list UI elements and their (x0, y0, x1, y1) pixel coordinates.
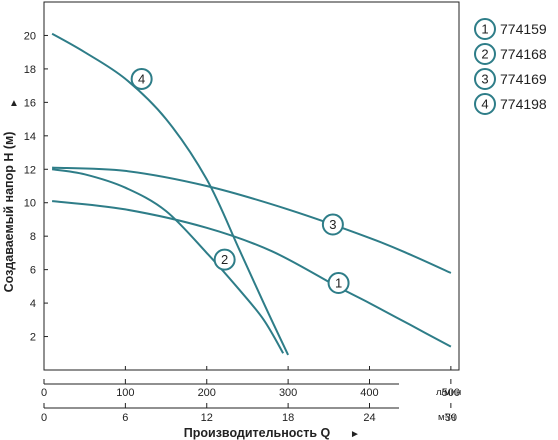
y-tick-label: 8 (30, 231, 36, 243)
curve-3 (52, 166, 452, 274)
legend: 1 774159 2 774168 3 774169 4 774198 (474, 18, 547, 115)
x-tick-label-m3h: 24 (363, 412, 375, 424)
x-tick-label-m3h: 0 (41, 412, 47, 424)
x-tick-label-lpm: 200 (198, 387, 216, 399)
x-tick-label-m3h: 6 (122, 412, 128, 424)
x-tick-label-lpm: 100 (116, 387, 134, 399)
y-tick-label: 10 (24, 198, 36, 210)
x-tick-label-lpm: 500 (442, 387, 460, 399)
x-unit-m3h: м³/ч (438, 412, 455, 423)
x-tick-label-lpm: 400 (360, 387, 378, 399)
plot-border (43, 1, 460, 371)
curve-marker-4: 4 (130, 67, 153, 90)
curve-marker-1: 1 (327, 272, 350, 295)
marker-number: 2 (221, 252, 228, 267)
marker-number: 3 (329, 217, 336, 232)
curve-marker-3: 3 (321, 213, 344, 236)
y-tick-label: 4 (30, 298, 36, 310)
legend-label: 774168 (500, 46, 547, 62)
curves-layer (51, 32, 452, 356)
legend-marker-number: 2 (481, 47, 488, 62)
x-unit-lpm: л/мин (436, 387, 461, 398)
marker-circle (321, 213, 344, 236)
curve-4 (51, 32, 290, 356)
marker-circle (327, 272, 350, 295)
y-tick-label: 16 (24, 97, 36, 109)
legend-marker-number: 1 (481, 22, 488, 37)
legend-item-2: 2 774168 (474, 43, 547, 65)
x-axis-title: Производительность Q (184, 426, 331, 440)
x-tick-label-lpm: 300 (279, 387, 297, 399)
marker-number: 4 (138, 71, 145, 86)
legend-marker (474, 93, 496, 115)
marker-circle (130, 67, 153, 90)
y-tick-label: 20 (24, 30, 36, 42)
x-tick-labels-lpm: 0 100 200 300 400 500 (41, 366, 460, 399)
legend-marker-number: 3 (481, 72, 488, 87)
y-tick-label: 12 (24, 164, 36, 176)
legend-marker (474, 43, 496, 65)
x-axis-arrow: ► (350, 429, 360, 440)
legend-item-1: 1 774159 (474, 18, 547, 40)
legend-label: 774169 (500, 71, 547, 87)
curve-2 (51, 168, 285, 354)
x-tick-label-m3h: 30 (445, 412, 457, 424)
y-tick-label: 2 (30, 332, 36, 344)
curve-1 (51, 200, 452, 348)
y-tick-labels: 2 4 6 8 10 12 14 16 18 20 (24, 30, 48, 344)
plot-frame (43, 1, 460, 371)
marker-circle (213, 248, 236, 271)
curve-marker-2: 2 (213, 248, 236, 271)
legend-marker-number: 4 (481, 97, 488, 112)
legend-marker (474, 18, 496, 40)
legend-item-4: 4 774198 (474, 93, 547, 115)
y-tick-label: 6 (30, 265, 36, 277)
legend-label: 774159 (500, 21, 547, 37)
y-tick-label: 18 (24, 64, 36, 76)
x-tick-label-m3h: 12 (201, 412, 213, 424)
curve-markers: 1 2 3 4 (130, 67, 350, 295)
legend-item-3: 3 774169 (474, 68, 547, 90)
y-axis-arrow: ▲ (9, 98, 19, 109)
legend-marker (474, 68, 496, 90)
y-axis-title: Создаваемый напор H (м) (2, 132, 16, 293)
x-tick-labels-m3h: 0 6 12 18 24 30 (41, 403, 457, 424)
x-tick-label-lpm: 0 (41, 387, 47, 399)
legend-label: 774198 (500, 96, 547, 112)
y-tick-label: 14 (24, 131, 36, 143)
marker-number: 1 (335, 276, 342, 291)
x-tick-label-m3h: 18 (282, 412, 294, 424)
